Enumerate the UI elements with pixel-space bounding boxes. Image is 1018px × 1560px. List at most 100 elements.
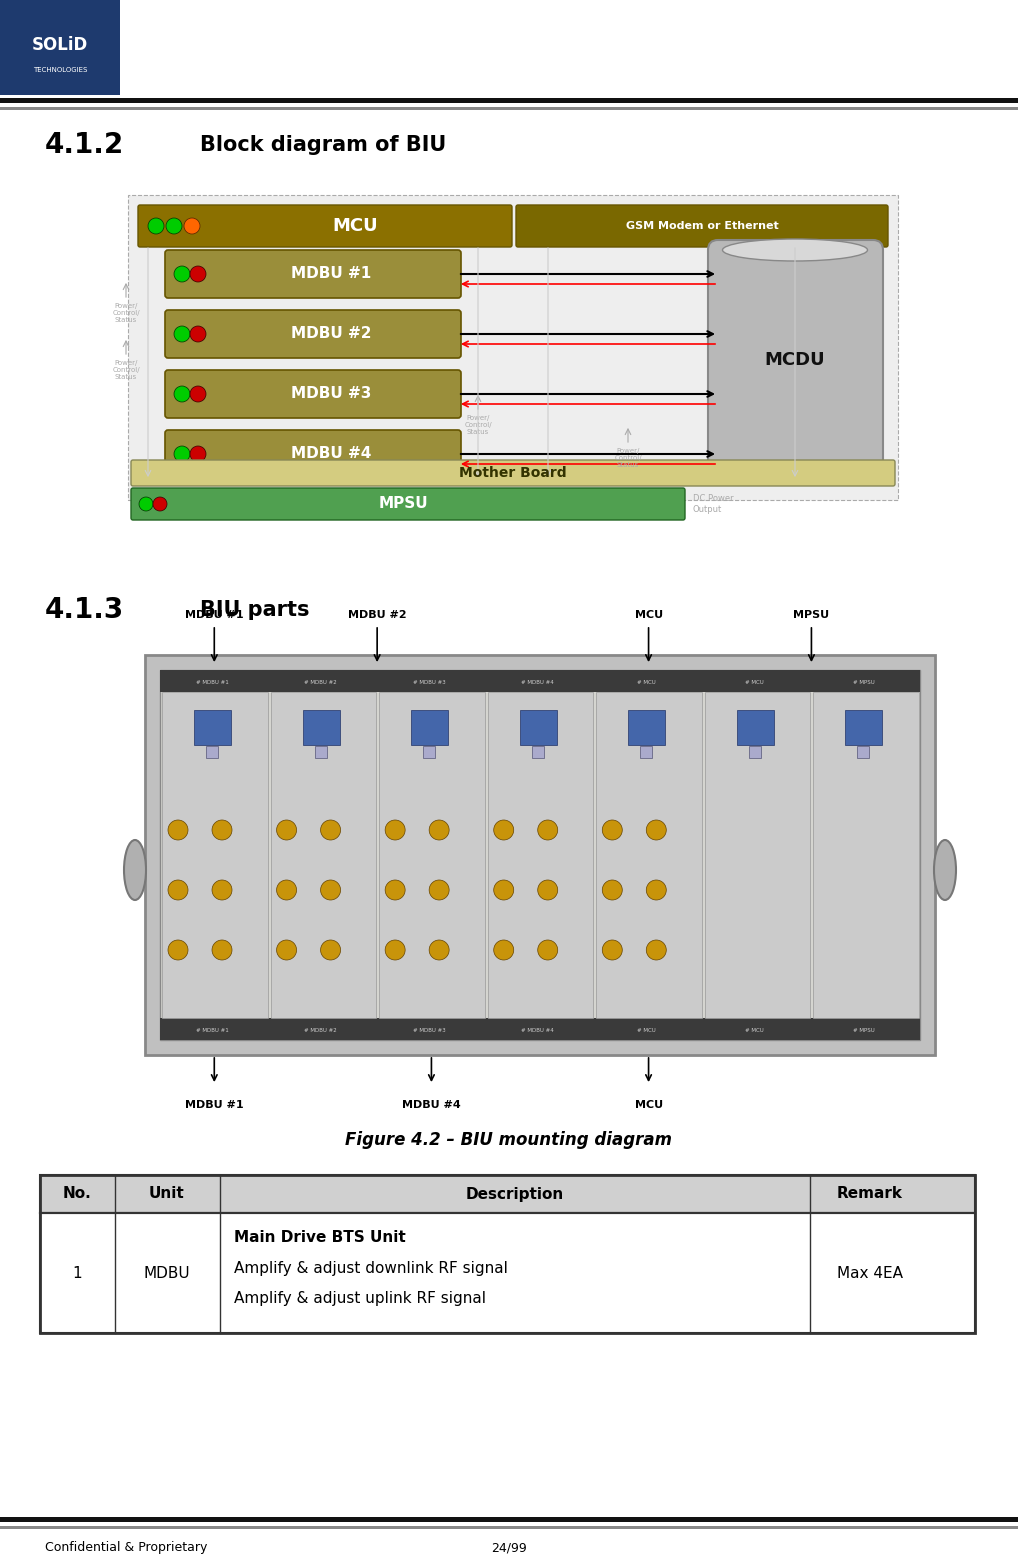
Text: GSM Modem or Ethernet: GSM Modem or Ethernet (626, 222, 779, 231)
Circle shape (190, 267, 206, 282)
Text: MDBU #2: MDBU #2 (291, 326, 372, 342)
Text: TECHNOLOGIES: TECHNOLOGIES (33, 67, 88, 73)
Text: # MCU: # MCU (637, 1028, 656, 1033)
Bar (379, 693, 485, 1019)
Text: # MCU: # MCU (745, 1028, 765, 1033)
Text: # MPSU: # MPSU (852, 1028, 874, 1033)
Bar (737, 710, 774, 746)
Bar (206, 746, 218, 758)
Text: MPSU: MPSU (793, 610, 830, 619)
Bar (40, 1175, 975, 1332)
Text: No.: No. (63, 1187, 92, 1201)
Circle shape (212, 880, 232, 900)
Text: # MDBU #3: # MDBU #3 (412, 1028, 446, 1033)
FancyBboxPatch shape (165, 370, 461, 418)
Circle shape (603, 821, 622, 839)
Text: Power/
Control/
Status: Power/ Control/ Status (112, 360, 139, 381)
Text: # MCU: # MCU (745, 680, 765, 685)
Bar (160, 669, 920, 1041)
Circle shape (430, 821, 449, 839)
Text: Remark: Remark (837, 1187, 903, 1201)
Text: Power/
Control/
Status: Power/ Control/ Status (112, 303, 139, 323)
Circle shape (212, 821, 232, 839)
Text: MCU: MCU (332, 217, 378, 236)
Circle shape (538, 821, 558, 839)
Text: # MCU: # MCU (637, 680, 656, 685)
Text: MDBU #4: MDBU #4 (291, 446, 372, 462)
Circle shape (190, 446, 206, 462)
FancyBboxPatch shape (708, 240, 883, 470)
Circle shape (277, 821, 296, 839)
Circle shape (190, 326, 206, 342)
Text: Amplify & adjust uplink RF signal: Amplify & adjust uplink RF signal (234, 1290, 486, 1306)
Circle shape (184, 218, 200, 234)
Bar (162, 693, 268, 1019)
Bar (845, 710, 883, 746)
Bar (271, 693, 376, 1019)
Bar (857, 746, 869, 758)
Text: MDBU #1: MDBU #1 (185, 610, 243, 619)
Bar (704, 693, 810, 1019)
Bar (0, 0, 120, 95)
Text: # MDBU #3: # MDBU #3 (412, 680, 446, 685)
FancyBboxPatch shape (165, 250, 461, 298)
Text: # MDBU #4: # MDBU #4 (521, 1028, 554, 1033)
Text: MDBU #2: MDBU #2 (348, 610, 406, 619)
Text: Confidential & Proprietary: Confidential & Proprietary (45, 1541, 208, 1554)
Circle shape (538, 941, 558, 959)
Circle shape (168, 821, 188, 839)
Text: MDBU #1: MDBU #1 (291, 267, 372, 281)
Ellipse shape (934, 839, 956, 900)
Text: # MDBU #4: # MDBU #4 (521, 680, 554, 685)
FancyBboxPatch shape (131, 460, 895, 487)
Circle shape (385, 880, 405, 900)
Text: Figure 4.2 – BIU mounting diagram: Figure 4.2 – BIU mounting diagram (345, 1131, 673, 1150)
Bar (194, 710, 231, 746)
Text: MCU: MCU (634, 610, 663, 619)
FancyBboxPatch shape (131, 488, 685, 519)
Circle shape (385, 941, 405, 959)
Circle shape (321, 821, 341, 839)
Text: MCU: MCU (634, 1100, 663, 1111)
Circle shape (174, 446, 190, 462)
Bar (145, 655, 935, 1055)
Bar (597, 693, 701, 1019)
Bar (315, 746, 327, 758)
Text: MDBU: MDBU (144, 1265, 190, 1281)
Text: Mother Board: Mother Board (459, 466, 567, 480)
Bar (128, 195, 898, 501)
Circle shape (385, 821, 405, 839)
Circle shape (538, 880, 558, 900)
Text: Description: Description (466, 1187, 564, 1201)
Bar (423, 746, 435, 758)
Text: # MDBU #1: # MDBU #1 (195, 680, 228, 685)
Bar (40, 1175, 975, 1214)
Circle shape (174, 326, 190, 342)
Bar (531, 746, 544, 758)
Bar (488, 693, 593, 1019)
Circle shape (646, 821, 667, 839)
Text: # MDBU #1: # MDBU #1 (195, 1028, 228, 1033)
Text: MDBU #4: MDBU #4 (402, 1100, 461, 1111)
Circle shape (430, 941, 449, 959)
Circle shape (190, 385, 206, 402)
Bar (520, 710, 557, 746)
Text: Max 4EA: Max 4EA (837, 1265, 903, 1281)
Circle shape (168, 880, 188, 900)
Ellipse shape (124, 839, 146, 900)
Circle shape (174, 267, 190, 282)
Text: MCDU: MCDU (765, 351, 826, 370)
Circle shape (321, 880, 341, 900)
Bar (813, 693, 919, 1019)
Text: 4.1.2: 4.1.2 (45, 131, 124, 159)
Circle shape (321, 941, 341, 959)
Text: BIU parts: BIU parts (200, 601, 309, 619)
Circle shape (494, 821, 514, 839)
Bar (628, 710, 665, 746)
Bar (749, 746, 760, 758)
Circle shape (277, 941, 296, 959)
Text: 24/99: 24/99 (491, 1541, 527, 1554)
Bar (0, 98, 1018, 103)
Bar (0, 108, 1018, 111)
Text: Main Drive BTS Unit: Main Drive BTS Unit (234, 1231, 406, 1245)
